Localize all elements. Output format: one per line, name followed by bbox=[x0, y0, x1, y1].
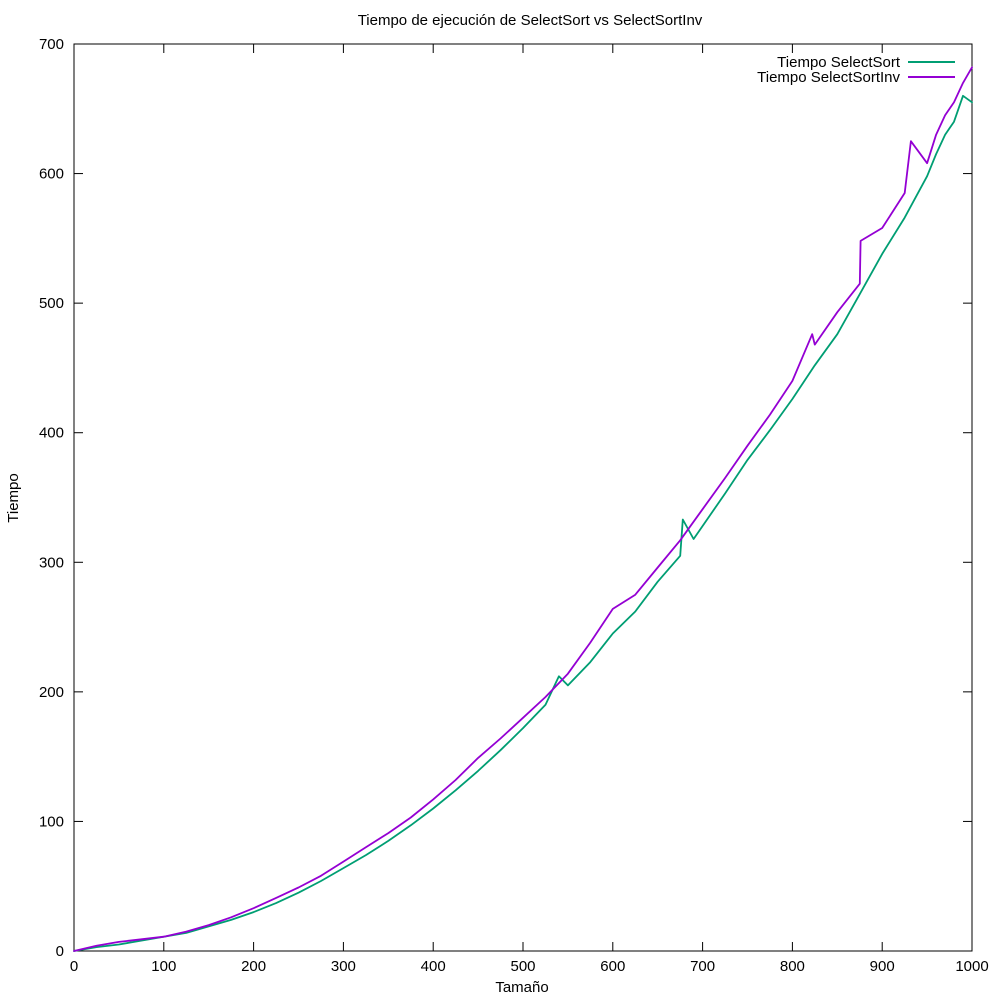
legend-label: Tiempo SelectSort bbox=[777, 54, 901, 71]
x-tick-label: 800 bbox=[780, 958, 805, 975]
x-tick-label: 500 bbox=[510, 958, 535, 975]
series-line-1 bbox=[73, 94, 973, 952]
y-tick-label: 300 bbox=[39, 554, 64, 571]
plot-frame bbox=[73, 43, 973, 952]
x-tick-label: 400 bbox=[421, 958, 446, 975]
x-axis: 0 100 200 300 400 500 600 700 800 900 1000 bbox=[70, 44, 989, 975]
y-tick-label: 700 bbox=[39, 36, 64, 53]
series-layer bbox=[73, 66, 973, 952]
y-tick-label: 100 bbox=[39, 813, 64, 830]
series-line-2 bbox=[73, 66, 973, 952]
x-tick-label: 200 bbox=[241, 958, 266, 975]
y-axis: 0 100 200 300 400 500 600 700 bbox=[39, 36, 972, 960]
y-tick-label: 0 bbox=[56, 943, 64, 960]
x-tick-label: 0 bbox=[70, 958, 78, 975]
y-tick-label: 500 bbox=[39, 295, 64, 312]
legend-label: Tiempo SelectSortInv bbox=[757, 69, 900, 86]
y-axis-label: Tiempo bbox=[5, 473, 22, 522]
y-tick-label: 200 bbox=[39, 684, 64, 701]
x-tick-label: 700 bbox=[690, 958, 715, 975]
x-tick-label: 600 bbox=[600, 958, 625, 975]
x-tick-label: 900 bbox=[870, 958, 895, 975]
x-tick-label: 300 bbox=[331, 958, 356, 975]
x-tick-label: 1000 bbox=[955, 958, 988, 975]
y-tick-label: 400 bbox=[39, 425, 64, 442]
x-tick-label: 100 bbox=[151, 958, 176, 975]
x-axis-label: Tamaño bbox=[495, 979, 548, 996]
chart-title: Tiempo de ejecución de SelectSort vs Sel… bbox=[358, 12, 703, 29]
y-tick-label: 600 bbox=[39, 166, 64, 183]
